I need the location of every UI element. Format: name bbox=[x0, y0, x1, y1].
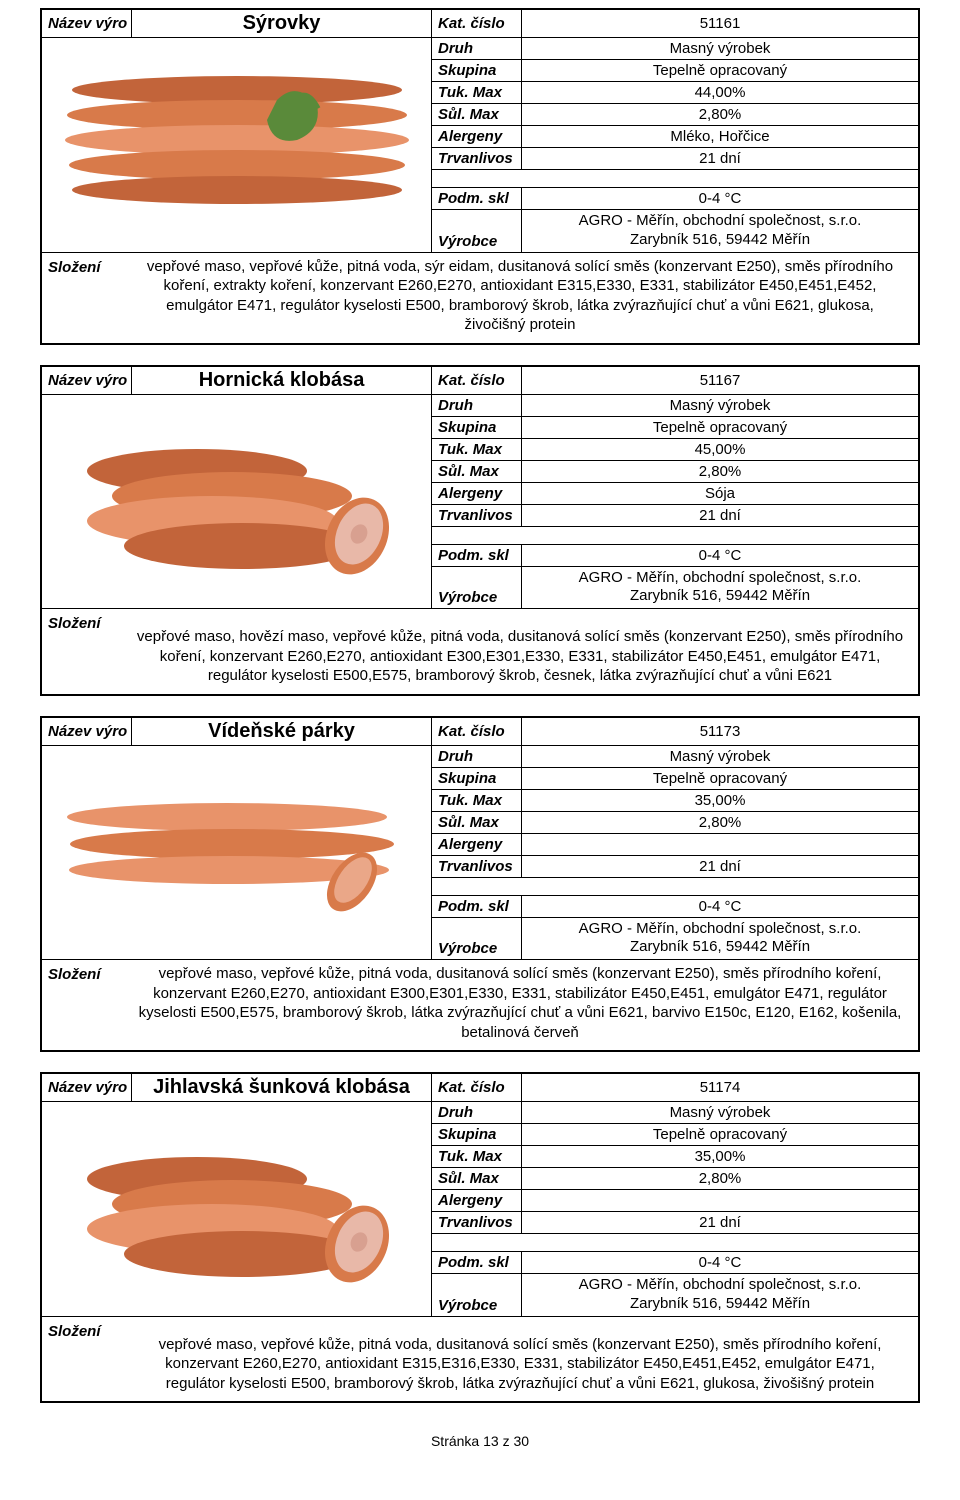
slozeni-value: vepřové maso, vepřové kůže, pitná voda, … bbox=[128, 964, 912, 1042]
alergeny-value: Mléko, Hořčice bbox=[522, 126, 918, 147]
vyrobce-label: Výrobce bbox=[432, 918, 522, 960]
podm-value: 0-4 °C bbox=[522, 1252, 918, 1273]
sul-value: 2,80% bbox=[522, 104, 918, 125]
skupina-label: Skupina bbox=[432, 768, 522, 789]
podm-label: Podm. skl bbox=[432, 1252, 522, 1273]
nazev-label: Název výro bbox=[42, 718, 132, 745]
product-image bbox=[42, 1102, 432, 1316]
skupina-label: Skupina bbox=[432, 417, 522, 438]
trvanlivost-value: 21 dní bbox=[522, 1212, 918, 1233]
slozeni-label: Složení bbox=[48, 964, 128, 1042]
product-image bbox=[42, 395, 432, 609]
podm-label: Podm. skl bbox=[432, 896, 522, 917]
kat-value: 51173 bbox=[522, 718, 918, 745]
slozeni-value: vepřové maso, vepřové kůže, pitná voda, … bbox=[128, 1321, 912, 1394]
sul-label: Sůl. Max bbox=[432, 812, 522, 833]
podm-value: 0-4 °C bbox=[522, 188, 918, 209]
sul-label: Sůl. Max bbox=[432, 461, 522, 482]
vyrobce-value: AGRO - Měřín, obchodní společnost, s.r.o… bbox=[522, 1274, 918, 1316]
tuk-value: 35,00% bbox=[522, 1146, 918, 1167]
kat-label: Kat. číslo bbox=[432, 367, 522, 394]
slozeni-label: Složení bbox=[48, 613, 128, 686]
alergeny-value bbox=[522, 834, 918, 855]
kat-label: Kat. číslo bbox=[432, 718, 522, 745]
vyrobce-value: AGRO - Měřín, obchodní společnost, s.r.o… bbox=[522, 567, 918, 609]
nazev-label: Název výro bbox=[42, 367, 132, 394]
podm-label: Podm. skl bbox=[432, 188, 522, 209]
sul-value: 2,80% bbox=[522, 461, 918, 482]
tuk-label: Tuk. Max bbox=[432, 1146, 522, 1167]
druh-label: Druh bbox=[432, 746, 522, 767]
product-image bbox=[42, 38, 432, 252]
sul-label: Sůl. Max bbox=[432, 1168, 522, 1189]
druh-value: Masný výrobek bbox=[522, 395, 918, 416]
slozeni-label: Složení bbox=[48, 1321, 128, 1394]
kat-label: Kat. číslo bbox=[432, 10, 522, 37]
nazev-label: Název výro bbox=[42, 10, 132, 37]
tuk-label: Tuk. Max bbox=[432, 82, 522, 103]
trvanlivost-label: Trvanlivos bbox=[432, 856, 522, 877]
slozeni-value: vepřové maso, hovězí maso, vepřové kůže,… bbox=[128, 613, 912, 686]
product-card: Název výro Jihlavská šunková klobása Kat… bbox=[40, 1072, 920, 1403]
trvanlivost-label: Trvanlivos bbox=[432, 505, 522, 526]
druh-value: Masný výrobek bbox=[522, 1102, 918, 1123]
alergeny-label: Alergeny bbox=[432, 126, 522, 147]
skupina-value: Tepelně opracovaný bbox=[522, 417, 918, 438]
skupina-value: Tepelně opracovaný bbox=[522, 60, 918, 81]
trvanlivost-value: 21 dní bbox=[522, 505, 918, 526]
kat-value: 51167 bbox=[522, 367, 918, 394]
trvanlivost-label: Trvanlivos bbox=[432, 148, 522, 169]
alergeny-label: Alergeny bbox=[432, 483, 522, 504]
skupina-value: Tepelně opracovaný bbox=[522, 768, 918, 789]
product-name: Hornická klobása bbox=[132, 367, 432, 394]
product-image bbox=[42, 746, 432, 960]
druh-value: Masný výrobek bbox=[522, 38, 918, 59]
vyrobce-value: AGRO - Měřín, obchodní společnost, s.r.o… bbox=[522, 918, 918, 960]
tuk-value: 45,00% bbox=[522, 439, 918, 460]
podm-label: Podm. skl bbox=[432, 545, 522, 566]
kat-value: 51174 bbox=[522, 1074, 918, 1101]
alergeny-label: Alergeny bbox=[432, 1190, 522, 1211]
vyrobce-value: AGRO - Měřín, obchodní společnost, s.r.o… bbox=[522, 210, 918, 252]
product-card: Název výro Vídeňské párky Kat. číslo 511… bbox=[40, 716, 920, 1053]
tuk-value: 35,00% bbox=[522, 790, 918, 811]
kat-value: 51161 bbox=[522, 10, 918, 37]
sul-value: 2,80% bbox=[522, 812, 918, 833]
product-card: Název výro Hornická klobása Kat. číslo 5… bbox=[40, 365, 920, 696]
nazev-label: Název výro bbox=[42, 1074, 132, 1101]
druh-value: Masný výrobek bbox=[522, 746, 918, 767]
podm-value: 0-4 °C bbox=[522, 896, 918, 917]
product-name: Sýrovky bbox=[132, 10, 432, 37]
druh-label: Druh bbox=[432, 1102, 522, 1123]
druh-label: Druh bbox=[432, 395, 522, 416]
vyrobce-label: Výrobce bbox=[432, 567, 522, 609]
trvanlivost-label: Trvanlivos bbox=[432, 1212, 522, 1233]
slozeni-value: vepřové maso, vepřové kůže, pitná voda, … bbox=[128, 257, 912, 335]
sul-value: 2,80% bbox=[522, 1168, 918, 1189]
trvanlivost-value: 21 dní bbox=[522, 148, 918, 169]
product-name: Jihlavská šunková klobása bbox=[132, 1074, 432, 1101]
slozeni-label: Složení bbox=[48, 257, 128, 335]
tuk-label: Tuk. Max bbox=[432, 439, 522, 460]
page-footer: Stránka 13 z 30 bbox=[40, 1433, 920, 1449]
trvanlivost-value: 21 dní bbox=[522, 856, 918, 877]
vyrobce-label: Výrobce bbox=[432, 1274, 522, 1316]
podm-value: 0-4 °C bbox=[522, 545, 918, 566]
skupina-value: Tepelně opracovaný bbox=[522, 1124, 918, 1145]
tuk-value: 44,00% bbox=[522, 82, 918, 103]
alergeny-value: Sója bbox=[522, 483, 918, 504]
tuk-label: Tuk. Max bbox=[432, 790, 522, 811]
skupina-label: Skupina bbox=[432, 1124, 522, 1145]
sul-label: Sůl. Max bbox=[432, 104, 522, 125]
alergeny-label: Alergeny bbox=[432, 834, 522, 855]
product-name: Vídeňské párky bbox=[132, 718, 432, 745]
skupina-label: Skupina bbox=[432, 60, 522, 81]
product-card: Název výro Sýrovky Kat. číslo 51161 Druh… bbox=[40, 8, 920, 345]
druh-label: Druh bbox=[432, 38, 522, 59]
kat-label: Kat. číslo bbox=[432, 1074, 522, 1101]
vyrobce-label: Výrobce bbox=[432, 210, 522, 252]
alergeny-value bbox=[522, 1190, 918, 1211]
